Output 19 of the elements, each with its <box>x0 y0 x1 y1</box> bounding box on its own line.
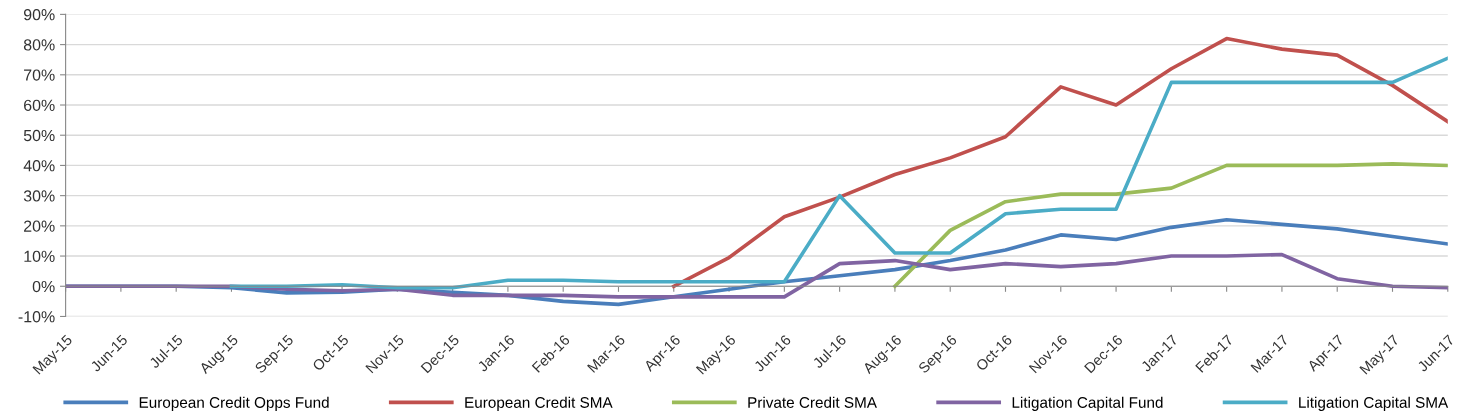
y-tick-label: -10% <box>18 311 55 323</box>
y-tick-label: 90% <box>23 9 55 21</box>
line-series <box>229 56 1448 290</box>
y-tick-label: 80% <box>23 39 55 51</box>
legend-label: Litigation Capital SMA <box>1299 396 1449 411</box>
y-tick-label: 0% <box>32 280 55 293</box>
y-tick-label: 20% <box>24 220 55 232</box>
legend-label: Litigation Capital Fund <box>1012 396 1163 411</box>
legend-label: European Credit SMA <box>465 396 613 411</box>
y-tick-label: 40% <box>23 160 55 172</box>
line-series <box>671 36 1448 289</box>
y-tick-label: 10% <box>24 250 55 262</box>
y-tick-label: 30% <box>23 190 55 202</box>
line-series <box>893 162 1448 289</box>
legend-label: Private Credit SMA <box>748 396 877 408</box>
y-tick-label: 70% <box>24 69 55 81</box>
legend-label: European Credit Opps Fund <box>139 396 329 411</box>
y-tick-label: 50% <box>23 129 55 142</box>
y-tick-label: 60% <box>24 99 55 111</box>
